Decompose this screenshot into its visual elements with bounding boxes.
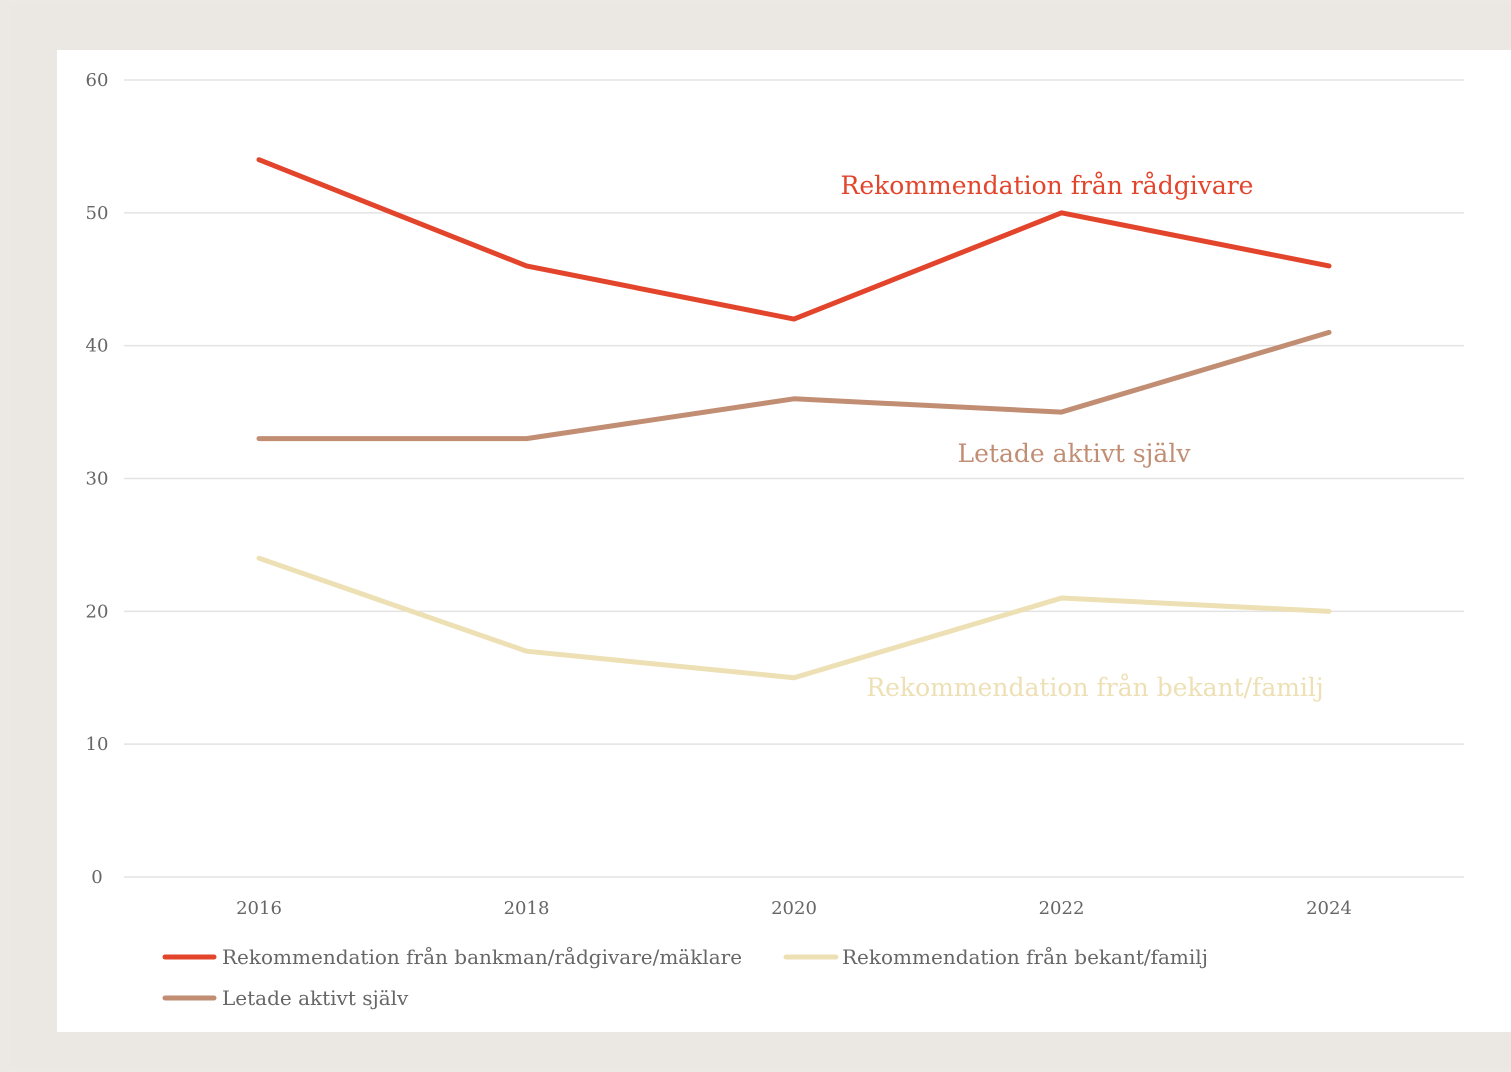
series-line-letade [256, 329, 1332, 442]
legend-label: Rekommendation från bankman/rådgivare/mä… [222, 945, 742, 969]
series-annotation-radgivare: Rekommendation från rådgivare [841, 171, 1254, 200]
y-tick-label: 0 [91, 867, 102, 888]
x-tick-label: 2016 [236, 898, 282, 919]
y-tick-label: 40 [86, 336, 109, 357]
y-axis-ticks: 0 10 20 30 40 50 60 [86, 70, 109, 888]
x-tick-label: 2020 [771, 898, 817, 919]
y-tick-label: 60 [86, 70, 109, 91]
y-tick-label: 10 [86, 734, 109, 755]
legend: Rekommendation från bankman/rådgivare/mä… [162, 945, 1208, 1010]
x-tick-label: 2022 [1039, 898, 1085, 919]
legend-item-letade[interactable]: Letade aktivt själv [162, 986, 409, 1010]
legend-item-bekant[interactable]: Rekommendation från bekant/familj [783, 945, 1208, 969]
legend-item-bankman[interactable]: Rekommendation från bankman/rådgivare/mä… [162, 945, 742, 969]
series-annotation-letade: Letade aktivt själv [958, 439, 1192, 468]
x-tick-label: 2018 [504, 898, 550, 919]
legend-label: Rekommendation från bekant/familj [842, 945, 1208, 969]
y-tick-label: 50 [86, 203, 109, 224]
series-line-bekant [256, 555, 1332, 681]
series-annotation-bekant: Rekommendation från bekant/familj [866, 673, 1323, 702]
legend-label: Letade aktivt själv [222, 986, 409, 1010]
series-lines [256, 157, 1332, 681]
x-tick-label: 2024 [1306, 898, 1352, 919]
gridlines [124, 79, 1464, 878]
y-tick-label: 20 [86, 601, 109, 622]
chart-card [57, 50, 1511, 1032]
y-tick-label: 30 [86, 469, 109, 490]
x-axis-ticks: 2016 2018 2020 2022 2024 [236, 898, 1352, 919]
